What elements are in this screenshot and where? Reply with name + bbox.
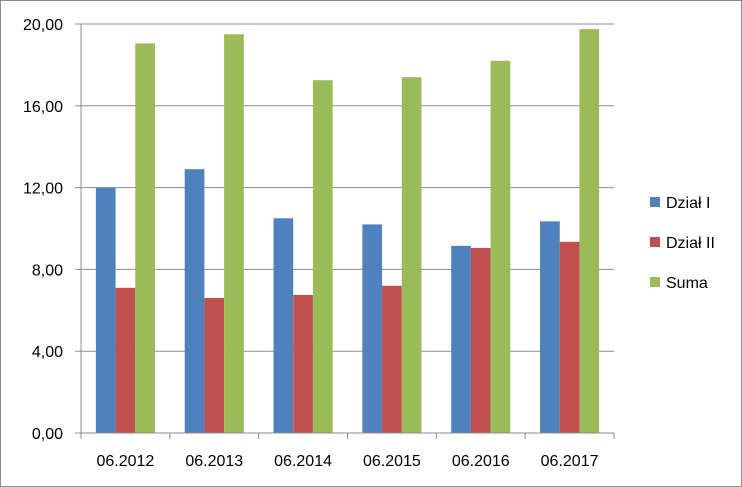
bar-dział-i-06.2012 — [95, 187, 116, 433]
bar-suma-06.2015 — [401, 77, 422, 434]
x-tick-label: 06.2017 — [541, 453, 599, 470]
bar-dział-i-06.2015 — [362, 224, 383, 433]
legend-label: Dział II — [666, 235, 715, 252]
legend-swatch — [650, 277, 660, 287]
y-tick-label: 0,00 — [32, 426, 63, 443]
bar-dział-i-06.2017 — [540, 221, 560, 433]
legend-label: Suma — [666, 275, 708, 292]
bar-dział-ii-06.2013 — [204, 298, 225, 433]
y-tick-label: 4,00 — [32, 344, 63, 361]
legend-swatch — [650, 237, 660, 247]
bar-dział-ii-06.2014 — [293, 294, 313, 433]
bar-dział-ii-06.2012 — [115, 287, 136, 433]
bar-suma-06.2017 — [579, 29, 600, 434]
bar-dział-i-06.2013 — [184, 169, 205, 433]
y-tick-label: 16,00 — [23, 99, 63, 116]
bar-dział-i-06.2014 — [273, 218, 294, 433]
y-tick-label: 12,00 — [23, 181, 63, 198]
legend: Dział I Dział II Suma — [650, 195, 715, 292]
bars — [95, 29, 600, 434]
legend-label: Dział I — [666, 195, 710, 212]
bar-dział-ii-06.2016 — [470, 247, 491, 433]
bar-dział-ii-06.2017 — [559, 241, 580, 433]
x-tick-label: 06.2015 — [363, 453, 421, 470]
bar-suma-06.2013 — [224, 34, 244, 433]
y-tick-label: 20,00 — [23, 17, 63, 34]
legend-swatch — [650, 197, 660, 207]
bar-dział-i-06.2016 — [451, 245, 471, 433]
bar-suma-06.2016 — [490, 60, 511, 434]
x-tick-label: 06.2012 — [96, 453, 154, 470]
y-tick-label: 8,00 — [32, 262, 63, 279]
bar-suma-06.2014 — [312, 80, 333, 434]
axes: 0,00 4,00 8,00 12,00 16,00 20,00 06.2012 06.201… — [23, 17, 615, 470]
bar-dział-ii-06.2015 — [382, 285, 402, 433]
bar-suma-06.2012 — [135, 43, 155, 434]
x-tick-label: 06.2014 — [274, 453, 332, 470]
x-tick-label: 06.2016 — [452, 453, 510, 470]
x-tick-label: 06.2013 — [185, 453, 243, 470]
gridlines — [81, 23, 614, 352]
